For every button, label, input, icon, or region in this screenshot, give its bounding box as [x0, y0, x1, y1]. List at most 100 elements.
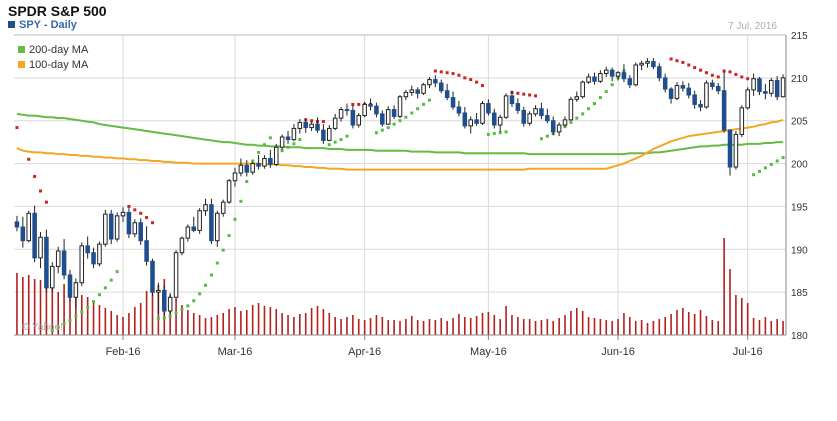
candle-body-down: [126, 211, 132, 235]
candlestick: [633, 62, 638, 87]
candlestick: [603, 66, 609, 77]
sar-dot: [728, 70, 732, 74]
sar-dot: [451, 72, 455, 76]
volume-bar: [575, 308, 578, 335]
volume-bar: [764, 317, 767, 335]
sar-dot: [262, 143, 266, 147]
volume-bar: [299, 314, 301, 335]
volume-bar: [469, 318, 472, 335]
candlestick: [739, 105, 745, 137]
volume-bar: [405, 319, 407, 335]
sar-dot: [150, 221, 154, 225]
candlestick: [698, 100, 703, 112]
sar-dot: [781, 156, 785, 160]
candlestick: [780, 74, 786, 98]
x-tick-label: Feb-16: [106, 346, 141, 358]
candle-body-up: [79, 245, 85, 284]
volume-bar: [446, 321, 448, 335]
candle-body-down: [374, 105, 379, 115]
candle-body-up: [362, 103, 367, 117]
volume-bar: [393, 320, 395, 335]
volume-bar: [475, 316, 478, 335]
volume-bar: [363, 320, 366, 335]
candlestick: [55, 246, 61, 274]
volume-bar: [487, 312, 490, 335]
candlestick: [32, 205, 37, 263]
y-tick-label: 200: [791, 160, 808, 171]
volume-bar: [104, 308, 107, 335]
candle-body-down: [303, 121, 308, 129]
candlestick: [103, 209, 108, 247]
sar-dot: [162, 316, 166, 320]
volume-bar: [245, 310, 248, 335]
candlestick: [179, 236, 185, 256]
volume-bar: [139, 303, 142, 335]
sar-dot: [545, 134, 549, 138]
candlestick: [385, 106, 391, 125]
candle-body-down: [609, 69, 615, 77]
sar-dot: [380, 128, 384, 132]
volume-bar: [570, 311, 572, 335]
candle-body-down: [256, 163, 261, 167]
candlestick: [26, 210, 32, 243]
candlestick: [73, 278, 79, 308]
candle-body-down: [32, 212, 37, 259]
candle-body-down: [85, 245, 90, 254]
candlestick: [344, 103, 350, 116]
candlestick: [67, 269, 73, 302]
volume-bar: [192, 313, 195, 335]
candlestick: [521, 107, 527, 127]
sar-dot: [292, 142, 296, 146]
candle-body-up: [156, 289, 161, 293]
candle-body-up: [645, 61, 650, 64]
sar-dot: [127, 204, 131, 208]
sar-dot: [598, 96, 602, 100]
sar-dot: [716, 75, 720, 79]
sar-dot: [704, 71, 708, 75]
sar-dot: [534, 94, 538, 98]
volume-bar: [552, 321, 555, 335]
sar-dot: [604, 90, 608, 94]
legend-swatch-ma100: [18, 61, 25, 68]
sar-dot: [333, 140, 337, 144]
yahoo-watermark: © Yahoo!: [22, 322, 63, 333]
sar-dot: [97, 293, 101, 297]
candle-body-down: [350, 109, 356, 126]
axes: 180 185 190 195 200 205 210 215 Feb-16 Mar-16 Apr-…: [14, 31, 808, 358]
volume-bar: [581, 311, 584, 335]
candlestick: [85, 236, 90, 259]
sar-dot: [475, 80, 479, 84]
candle-body-down: [456, 106, 462, 114]
candlestick: [474, 113, 479, 126]
candlestick: [486, 99, 491, 116]
sar-dot: [757, 169, 761, 173]
candle-body-down: [657, 66, 662, 79]
candle-body-down: [698, 103, 703, 108]
candle-body-down: [108, 213, 114, 240]
x-tick-label: Apr-16: [348, 346, 381, 358]
volume-bar: [381, 317, 384, 335]
candlestick: [108, 209, 114, 245]
candlestick: [126, 208, 132, 239]
sar-dot: [92, 300, 96, 304]
sar-dot: [209, 273, 213, 277]
sar-dot: [310, 119, 314, 123]
volume-bar: [69, 281, 71, 335]
candlestick: [480, 101, 485, 125]
candle-body-down: [486, 103, 491, 114]
candlestick: [50, 262, 55, 293]
y-tick-label: 180: [791, 331, 808, 342]
sar-dot: [233, 217, 237, 221]
candle-body-up: [55, 250, 61, 267]
sar-dot: [245, 180, 249, 184]
volume-bar: [151, 290, 154, 335]
candle-body-up: [26, 212, 32, 242]
candlestick: [220, 199, 226, 217]
candle-body-down: [138, 222, 143, 242]
grid-lines: [14, 34, 786, 336]
candle-body-down: [621, 72, 627, 80]
volume-bar: [145, 291, 148, 335]
sar-dot: [410, 111, 414, 115]
moving-averages: [16, 112, 784, 171]
sar-dot: [257, 150, 261, 154]
